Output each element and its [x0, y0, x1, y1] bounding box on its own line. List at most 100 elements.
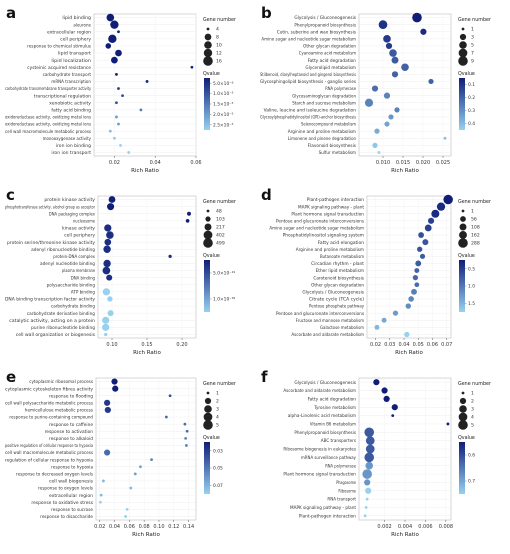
category-label: Fatty acid elongation [318, 240, 365, 245]
category-label: Circadian rhythm - plant [311, 261, 364, 266]
legend-color-title: Qvalue [458, 253, 475, 259]
category-label: Glycosaminoglycan degradation [292, 93, 356, 98]
panel-label: c [6, 186, 15, 204]
data-point [107, 296, 113, 302]
x-tick-label: 0.08 [139, 524, 150, 530]
data-point [446, 422, 450, 426]
legend-color-bar [459, 78, 465, 130]
legend-size-swatch [205, 216, 211, 222]
data-point [415, 260, 422, 267]
category-label: Amino sugar and nucleotide sugar metabol… [261, 36, 356, 41]
category-label: MAPK signaling pathway - plant [290, 505, 356, 510]
legend-size-swatch [204, 33, 212, 41]
category-label: Pentose phosphate pathway [309, 304, 365, 309]
legend-size-label: 1 [471, 27, 474, 33]
category-label: nucleosome [73, 218, 95, 223]
data-point [104, 399, 111, 406]
legend-size-label: 5 [471, 423, 474, 429]
category-label: adenyl nucleotide binding [40, 261, 95, 266]
legend-color-label: 1.5 [468, 301, 475, 307]
x-tick-label: 0.02 [94, 524, 105, 530]
data-point [365, 436, 375, 445]
category-label: polysaccharide binding [47, 282, 96, 287]
category-label: Other glycan degradation [311, 282, 364, 287]
data-point [104, 449, 111, 456]
legend-size-label: 3 [216, 407, 219, 413]
data-point [374, 128, 380, 134]
x-tick-label: 0.006 [418, 524, 432, 530]
category-label: Ether lipid metabolism [316, 268, 364, 273]
category-label: Phenylpropanoid biosynthesis [294, 22, 356, 27]
category-label: Plant hormone signal transduction [283, 472, 356, 477]
data-point [405, 303, 412, 309]
category-label: Galactose metabolism [320, 325, 364, 330]
data-point [412, 12, 422, 23]
data-point [422, 239, 429, 246]
category-label: response to oxygen levels [38, 486, 93, 491]
category-label: protein serine/threonine kinase activity [7, 240, 96, 245]
data-point [187, 211, 191, 216]
category-label: monooxygenase activity [43, 136, 92, 141]
x-axis-label: Rich Ratio [391, 532, 419, 538]
category-label: kinase activity [62, 226, 96, 231]
data-point [115, 101, 118, 105]
category-label: cell wall organization or biogenesis [16, 332, 95, 337]
legend-size-label: 402 [216, 233, 225, 239]
legend-size-title: Gene number [458, 381, 491, 387]
panel-label: a [6, 4, 16, 22]
category-label: carbohydrate transmembrane transporter a… [5, 86, 91, 91]
category-label: Phagosome [336, 480, 356, 485]
data-point [106, 274, 113, 281]
category-label: purine ribonucleotide binding [31, 325, 95, 330]
x-tick-label: 0.07 [441, 342, 452, 348]
legend-color-label: 2.5×10⁻⁵ [213, 122, 234, 128]
data-point [391, 414, 395, 417]
legend-size-swatch [459, 231, 467, 239]
data-point [374, 324, 380, 330]
category-label: Glycerolipid metabolism [305, 65, 356, 70]
category-label: Amino sugar and nucleotide sugar metabol… [269, 226, 364, 231]
category-label: response to flooding [49, 393, 93, 398]
legend-size-swatch [203, 48, 213, 58]
x-tick-label: 0.03 [384, 342, 395, 348]
data-point [365, 487, 372, 494]
data-point [388, 114, 394, 120]
category-label: Glycolysis / Gluconeogenesis [294, 380, 356, 385]
category-label: DNA binding transcription factor activit… [5, 297, 96, 302]
legend-size-swatch [459, 405, 467, 413]
category-label: Arginine and proline metabolism [288, 129, 356, 134]
x-tick-label: 0.004 [398, 524, 412, 530]
category-label: Limonene and pinene degradation [288, 136, 357, 141]
category-label: Glycolysis / Gluconeogenesis [302, 289, 364, 294]
legend-color-label: 0.03 [213, 448, 223, 454]
data-point [419, 253, 426, 259]
legend-size-swatch [461, 209, 465, 213]
data-point [103, 259, 111, 268]
data-point [139, 465, 142, 469]
data-point [404, 331, 410, 338]
legend-color-label: 0.7 [468, 479, 475, 485]
data-point [420, 28, 427, 35]
category-label: mRNA transcription [51, 79, 91, 84]
category-label: Starch and sucrose metabolism [292, 100, 356, 105]
x-tick-label: 0.04 [398, 342, 409, 348]
legend-size-label: 1 [471, 391, 474, 397]
legend-size-label: 3 [471, 35, 474, 41]
data-point [389, 49, 397, 57]
category-label: cytoplasmic cytoskeleton fibres activity [5, 386, 94, 391]
legend-size-label: 108 [471, 225, 480, 231]
legend-size-swatch [458, 56, 468, 66]
category-label: lipid localization [51, 58, 91, 63]
legend-size-swatch [203, 412, 213, 422]
category-label: adenyl ribonucleotide binding [31, 247, 95, 252]
x-tick-label: 0.06 [124, 524, 135, 530]
data-point [124, 515, 128, 518]
data-point [365, 497, 369, 501]
panel-b: b Glycolysis / Gluconeogenesis Phenylpropa… [260, 4, 491, 174]
x-tick-label: 0.02 [370, 342, 381, 348]
x-tick-label: 0.04 [150, 160, 161, 166]
category-label: cell wall polysaccharide metabolic proce… [5, 400, 93, 405]
category-label: Flavonoid biosynthesis [308, 143, 356, 148]
x-tick-label: 0.010 [376, 160, 390, 166]
